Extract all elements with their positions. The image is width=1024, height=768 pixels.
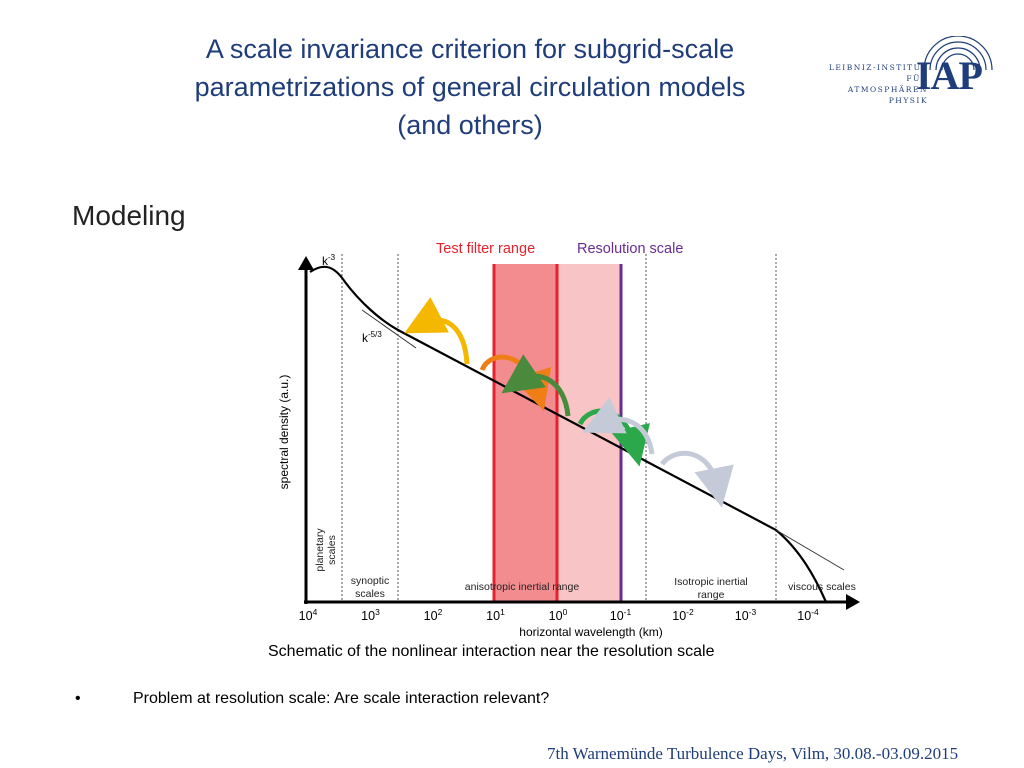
arrow-darkgreen <box>501 354 571 417</box>
x-tick-label: 102 <box>424 607 443 623</box>
region-anisotropic: anisotropic inertial range <box>465 581 580 593</box>
x-tick-label: 10-4 <box>797 607 819 623</box>
title-line-2: parametrizations of general circulation … <box>194 72 746 102</box>
x-tick-label: 10-2 <box>672 607 694 623</box>
tangent-k53 <box>361 309 417 349</box>
spectrum-curve <box>309 265 828 603</box>
figure-caption: Schematic of the nonlinear interaction n… <box>268 643 715 660</box>
x-tick-label: 10-1 <box>610 607 632 623</box>
title-line-1: A scale invariance criterion for subgrid… <box>205 34 735 64</box>
y-axis-label: spectral density (a.u.) <box>277 375 291 490</box>
x-tick-group: 104 103 102 101 100 10-1 10-2 10-3 10-4 <box>299 607 819 623</box>
slide-title: A scale invariance criterion for subgrid… <box>140 30 800 144</box>
region-isotropic-1: Isotropic inertial <box>674 576 748 588</box>
bullet-text: Problem at resolution scale: Are scale i… <box>133 690 550 707</box>
logo-line-3: ATMOSPHÄREN <box>847 85 928 94</box>
slope-label-k3: k-3 <box>322 253 336 268</box>
x-tick-label: 10-3 <box>735 607 757 623</box>
title-line-3: (and others) <box>397 110 543 140</box>
region-isotropic-2: range <box>698 589 725 601</box>
iap-logo: LEIBNIZ-INSTITUT FÜR ATMOSPHÄREN PHYSIK … <box>818 36 1008 108</box>
bullet-dot: • <box>75 690 81 707</box>
region-planetary-2: scales <box>326 535 338 565</box>
x-axis-label: horizontal wavelength (km) <box>519 625 662 639</box>
label-resolution-scale: Resolution scale <box>577 241 683 257</box>
y-axis-arrow-icon <box>298 256 314 270</box>
spectrum-svg: Test filter range Resolution scale k-3 k… <box>277 241 860 639</box>
section-heading: Modeling <box>72 200 186 231</box>
logo-line-4: PHYSIK <box>888 96 928 105</box>
logo-arcs-icon <box>923 36 993 71</box>
tangent-viscous <box>775 529 845 571</box>
x-tick-label: 101 <box>486 607 505 623</box>
x-tick-label: 104 <box>299 607 318 623</box>
logo-mark: IAP <box>916 53 983 98</box>
arrow-grey-2 <box>660 450 734 508</box>
x-tick-label: 100 <box>549 607 568 623</box>
spectrum-diagram: Test filter range Resolution scale k-3 k… <box>270 232 870 644</box>
slope-label-k53: k-5/3 <box>362 330 382 345</box>
label-test-filter: Test filter range <box>436 241 535 257</box>
test-filter-band-dark <box>494 264 557 602</box>
test-filter-band-light <box>557 264 621 602</box>
x-tick-label: 103 <box>361 607 380 623</box>
arrow-grey-1 <box>581 397 655 455</box>
region-planetary-1: planetary <box>314 528 326 572</box>
arrow-yellow <box>404 297 470 365</box>
x-axis-arrow-icon <box>846 594 860 610</box>
region-synoptic-2: scales <box>355 588 385 600</box>
logo-line-1: LEIBNIZ-INSTITUT <box>828 63 928 72</box>
region-synoptic-1: synoptic <box>351 575 390 587</box>
region-viscous: viscous scales <box>788 581 856 593</box>
logo-line-2: FÜR <box>906 74 928 83</box>
footer-text: 7th Warnemünde Turbulence Days, Vilm, 30… <box>547 744 959 763</box>
